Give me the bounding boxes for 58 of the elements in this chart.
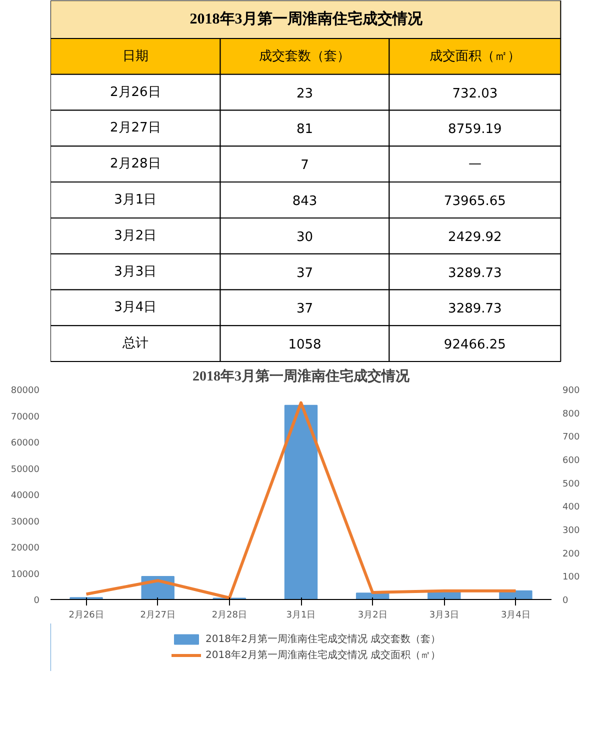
line-series	[84, 401, 518, 600]
category-label: 2月27日	[110, 120, 161, 136]
x-tick-label: 3月3日	[429, 610, 459, 620]
text: 81	[296, 122, 314, 138]
text: 8759.19	[448, 122, 502, 138]
y2-tick-label: 100	[562, 572, 580, 583]
x-tick-label: 2月28日	[212, 610, 248, 620]
y-tick-label: 20000	[10, 544, 40, 554]
text: 成交面积（㎡）	[429, 48, 520, 64]
text: 843	[292, 194, 318, 209]
text: 37	[296, 266, 314, 281]
x-tick-label: 2月27日	[140, 610, 176, 620]
y-tick-label: 30000	[10, 517, 40, 528]
legend-label: 2018年2月第一周淮南住宅成交情况 成交面积（㎡）	[206, 648, 440, 662]
text: 3289.73	[448, 266, 502, 281]
text: 73965.65	[444, 194, 506, 209]
y-tick-label: 40000	[10, 491, 40, 501]
y-tick-label: 0	[34, 596, 40, 606]
y-tick-label: 50000	[10, 464, 40, 475]
text: 30	[296, 230, 314, 245]
y2-tick-label: 200	[562, 549, 580, 560]
text: 2429.92	[448, 230, 502, 245]
text: 37	[296, 302, 314, 317]
category-label: 2月28日	[110, 156, 161, 172]
y-tick-label: 80000	[10, 386, 40, 396]
chart-title: 2018年3月第一周淮南住宅成交情况	[192, 368, 410, 384]
x-tick-label: 3月2日	[358, 610, 388, 620]
category-label: 3月3日	[114, 264, 157, 280]
y-tick-label: 70000	[10, 412, 40, 422]
y2-tick-label: 300	[562, 526, 580, 536]
text: 732.03	[452, 86, 498, 102]
text: 1058	[288, 338, 322, 353]
y-tick-label: 60000	[10, 438, 40, 448]
y2-tick-label: 700	[562, 432, 580, 443]
y2-tick-label: 800	[562, 409, 580, 420]
text: 日期	[122, 48, 148, 64]
text: 成交套数（套）	[259, 48, 350, 64]
y-tick-label: 10000	[10, 570, 40, 580]
y2-tick-label: 900	[562, 386, 580, 396]
text: 92466.25	[444, 338, 506, 353]
legend-label: 2018年2月第一周淮南住宅成交情况 成交套数（套）	[206, 632, 440, 646]
x-tick-label: 3月1日	[286, 610, 316, 620]
text: 总计	[121, 336, 148, 352]
x-tick-label: 3月4日	[500, 610, 530, 620]
text: 7	[300, 158, 309, 174]
x-tick-label: 2月26日	[68, 610, 104, 620]
text: 3289.73	[448, 302, 502, 317]
category-label: 3月1日	[114, 192, 157, 208]
y2-tick-label: 400	[562, 502, 580, 513]
text: —	[468, 156, 482, 172]
chart-title: 2018年3月第一周淮南住宅成交情况	[190, 12, 422, 28]
text: 23	[296, 86, 314, 102]
category-label: 2月26日	[110, 84, 161, 100]
y2-tick-label: 500	[562, 479, 580, 490]
category-label: 3月2日	[114, 228, 157, 244]
y2-tick-label: 600	[562, 456, 580, 466]
category-label: 3月4日	[114, 300, 157, 316]
y2-tick-label: 0	[562, 596, 568, 606]
